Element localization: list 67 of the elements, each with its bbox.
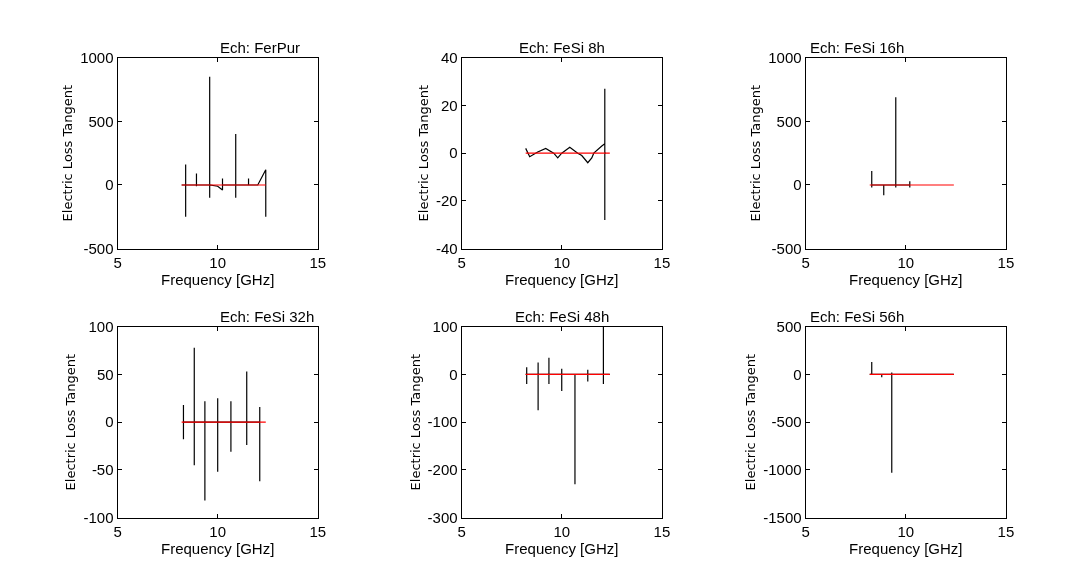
x-axis-title: Frequency [GHz] — [161, 539, 275, 557]
y-tick-label: 100 — [88, 317, 114, 335]
x-tick-label: 10 — [897, 522, 915, 540]
line-series — [871, 96, 911, 196]
y-tick-label: 0 — [105, 413, 114, 431]
y-tick-label: -40 — [435, 239, 458, 257]
y-tick-label: 0 — [793, 176, 802, 194]
x-axis-title: Frequency [GHz] — [161, 270, 275, 288]
y-tick-label: 0 — [105, 176, 114, 194]
x-axis-title: Frequency [GHz] — [505, 539, 619, 557]
y-tick-label: -1000 — [763, 461, 802, 479]
y-axis-title: Electric Loss Tangent — [60, 84, 76, 222]
chart-title: Ech: FeSi 16h — [810, 39, 905, 56]
x-tick-label: 15 — [309, 522, 327, 540]
chart-title: Ech: FeSi 32h — [220, 308, 315, 325]
y-tick-label: -100 — [427, 413, 458, 431]
y-tick-label: 500 — [776, 317, 802, 335]
y-tick-label: 500 — [776, 112, 802, 130]
x-tick-label: 5 — [113, 522, 122, 540]
line-series — [525, 88, 607, 221]
x-tick-label: 15 — [653, 253, 671, 271]
x-tick-label: 5 — [801, 253, 810, 271]
chart-title: Ech: FerPur — [220, 39, 301, 56]
x-tick-label: 10 — [209, 522, 227, 540]
x-tick-label: 15 — [997, 253, 1015, 271]
y-axis-title: Electric Loss Tangent — [407, 353, 423, 491]
x-axis-title: Frequency [GHz] — [849, 270, 963, 288]
y-tick-label: -500 — [771, 413, 802, 431]
y-tick-label: 1000 — [80, 48, 114, 66]
x-tick-label: 10 — [897, 253, 915, 271]
y-tick-label: -300 — [427, 508, 458, 526]
line-series — [182, 347, 261, 502]
y-tick-label: -100 — [83, 508, 114, 526]
x-tick-label: 10 — [553, 522, 571, 540]
y-axis-title: Electric Loss Tangent — [748, 84, 764, 222]
x-tick-label: 10 — [553, 253, 571, 271]
y-tick-label: 0 — [449, 365, 458, 383]
y-tick-label: 50 — [96, 365, 114, 383]
y-tick-label: 20 — [440, 96, 458, 114]
y-tick-label: 500 — [88, 112, 114, 130]
y-tick-label: -500 — [771, 239, 802, 257]
y-axis-title: Electric Loss Tangent — [743, 353, 759, 491]
y-axis-title: Electric Loss Tangent — [415, 84, 431, 222]
x-tick-label: 15 — [653, 522, 671, 540]
y-tick-label: -20 — [435, 192, 458, 210]
x-tick-label: 5 — [113, 253, 122, 271]
x-axis-title: Frequency [GHz] — [849, 539, 963, 557]
y-tick-label: 0 — [793, 365, 802, 383]
chart-title: Ech: FeSi 56h — [810, 308, 905, 325]
y-tick-label: 1000 — [768, 48, 802, 66]
x-tick-label: 15 — [997, 522, 1015, 540]
y-tick-label: 100 — [432, 317, 458, 335]
y-tick-label: 40 — [440, 48, 458, 66]
y-tick-label: -500 — [83, 239, 114, 257]
y-tick-label: 0 — [449, 144, 458, 162]
chart-title: Ech: FeSi 8h — [519, 39, 605, 56]
x-tick-label: 5 — [801, 522, 810, 540]
x-tick-label: 5 — [457, 253, 466, 271]
chart-title: Ech: FeSi 48h — [515, 308, 610, 325]
y-tick-label: -200 — [427, 461, 458, 479]
x-axis-title: Frequency [GHz] — [505, 270, 619, 288]
y-tick-label: -50 — [91, 461, 114, 479]
y-axis-title: Electric Loss Tangent — [63, 353, 79, 491]
y-tick-label: -1500 — [763, 508, 802, 526]
x-tick-label: 10 — [209, 253, 227, 271]
x-tick-label: 15 — [309, 253, 327, 271]
x-tick-label: 5 — [457, 522, 466, 540]
